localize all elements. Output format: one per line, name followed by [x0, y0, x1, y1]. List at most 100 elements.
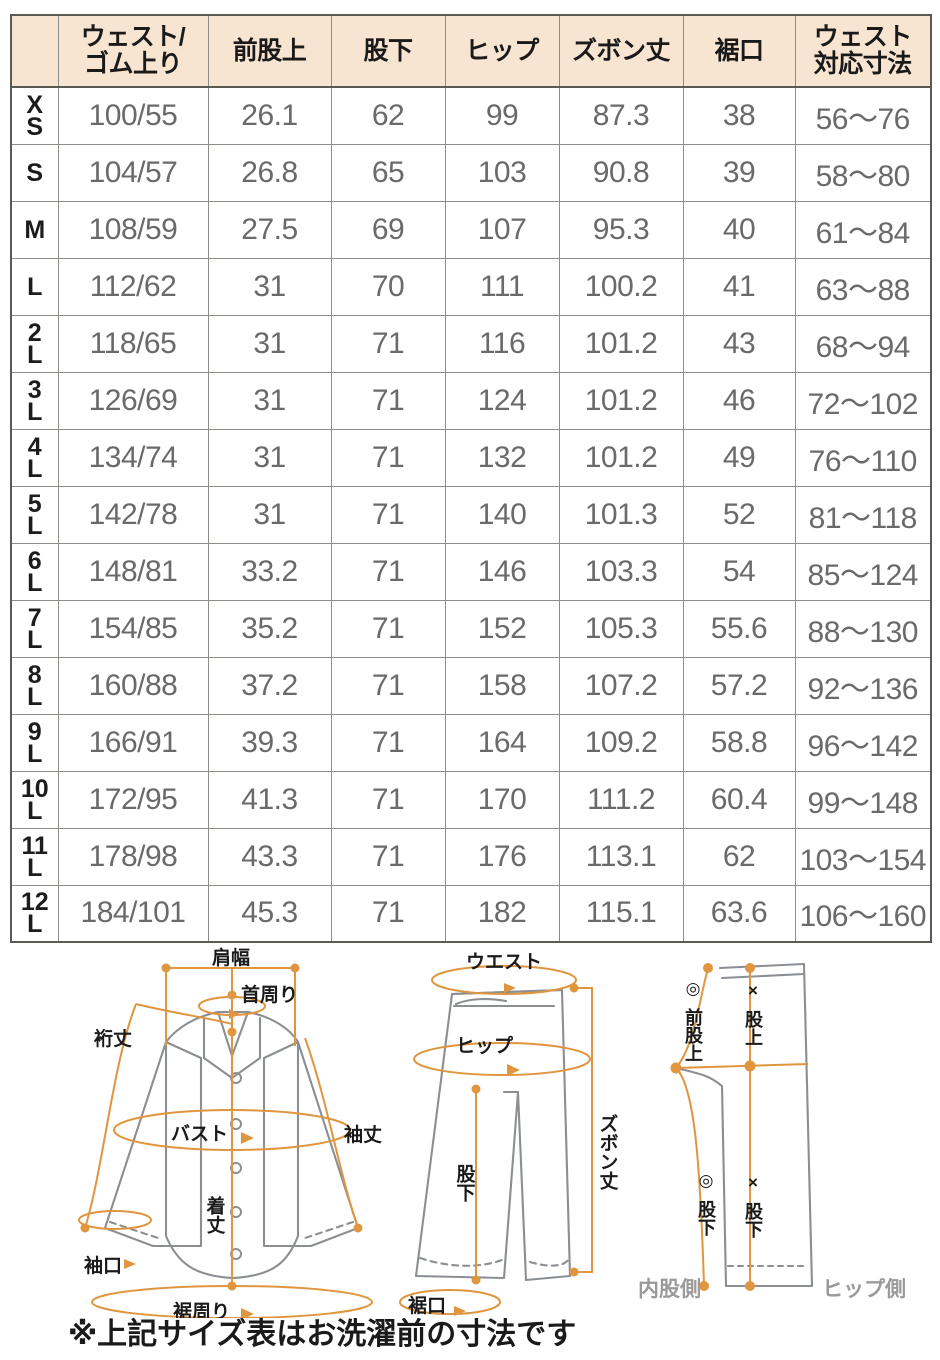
table-row: 6 L 148/81 33.2 71 146 103.3 54 85〜124	[10, 542, 932, 601]
cell-pants-length: 90.8	[558, 143, 684, 202]
cell-waist: 154/85	[57, 599, 209, 658]
cell-waist-fit: 56〜76	[794, 86, 932, 145]
cell-inseam: 71	[330, 314, 446, 373]
label-pants-hem-opening: 裾口	[408, 1294, 446, 1317]
cell-front-rise: 31	[207, 428, 332, 487]
cell-pants-length: 107.2	[558, 656, 684, 715]
cell-waist-fit: 58〜80	[794, 143, 932, 202]
cell-waist-fit: 96〜142	[794, 713, 932, 772]
cell-pants-length: 103.3	[558, 542, 684, 601]
table-row: 4 L 134/74 31 71 132 101.2 49 76〜110	[10, 428, 932, 487]
cell-waist: 184/101	[57, 884, 209, 943]
size-label-part: 12	[20, 888, 49, 917]
header-waist-fit-line2: 対応寸法	[813, 50, 913, 78]
cell-front-rise: 26.1	[207, 86, 332, 145]
size-label-12l: 12 L	[10, 884, 59, 943]
cell-hem-opening: 57.2	[682, 656, 796, 715]
header-front-rise: 前股上	[207, 14, 332, 88]
header-hip-label: ヒップ	[465, 36, 539, 65]
table-row: S 104/57 26.8 65 103 90.8 39 58〜80	[10, 143, 932, 202]
cell-waist: 166/91	[57, 713, 209, 772]
header-waist-fit-line1: ウェスト	[813, 23, 913, 51]
size-label-l: L	[10, 257, 59, 316]
pants-guide-arrows	[454, 983, 520, 1316]
cell-hip: 140	[444, 485, 560, 544]
cell-hip: 152	[444, 599, 560, 658]
sleeve-length-line	[304, 1037, 359, 1229]
header-row: ウェスト/ ゴム上り 前股上 股下 ヒップ ズボン丈	[10, 14, 932, 88]
cell-waist: 100/55	[57, 86, 209, 145]
cell-waist-fit: 61〜84	[794, 200, 932, 259]
cell-waist-fit: 85〜124	[794, 542, 932, 601]
cell-waist-fit: 76〜110	[794, 428, 932, 487]
cell-waist: 148/81	[57, 542, 209, 601]
cell-pants-length: 109.2	[558, 713, 684, 772]
header-front-rise-label: 前股上	[232, 36, 307, 65]
cell-front-rise: 39.3	[207, 713, 332, 772]
jacket-left-sleeve	[103, 1040, 203, 1248]
cell-inseam: 71	[330, 827, 446, 886]
crotch-horizontal	[675, 1063, 809, 1069]
jacket-left-cuff-hem	[108, 1220, 160, 1240]
cell-hem-opening: 41	[682, 257, 796, 316]
size-label-10l: 10 L	[10, 770, 59, 829]
cell-inseam: 71	[330, 371, 446, 430]
cell-waist-fit: 88〜130	[794, 599, 932, 658]
size-table-container: ウェスト/ ゴム上り 前股上 股下 ヒップ ズボン丈	[10, 14, 932, 943]
cell-waist: 172/95	[57, 770, 209, 829]
cell-hem-opening: 62	[682, 827, 796, 886]
cell-inseam: 71	[330, 542, 446, 601]
cell-inseam: 62	[330, 86, 446, 145]
size-label-part: L	[27, 796, 43, 825]
cell-pants-length: 105.3	[558, 599, 684, 658]
cell-waist: 160/88	[57, 656, 209, 715]
rise-waistband	[720, 972, 806, 980]
mark-correct-inseam: ◎	[699, 1171, 714, 1190]
header-waist-line1: ウェスト/	[80, 23, 186, 51]
cell-pants-length: 87.3	[558, 86, 684, 145]
size-label-part: 6	[27, 546, 42, 575]
waist-loop	[431, 965, 577, 995]
cell-waist: 134/74	[57, 428, 209, 487]
header-hem-opening-label: 裾口	[714, 36, 764, 65]
size-label-m: M	[10, 200, 59, 259]
header-hip: ヒップ	[444, 14, 560, 88]
cell-waist-fit: 99〜148	[794, 770, 932, 829]
cell-pants-length: 111.2	[558, 770, 684, 829]
mark-incorrect-rise: ×	[748, 981, 758, 1000]
cell-hip: 103	[444, 143, 560, 202]
cell-inseam: 71	[330, 485, 446, 544]
cell-hem-opening: 39	[682, 143, 796, 202]
size-label-part: L	[27, 739, 43, 768]
front-rise-curve	[674, 967, 709, 1287]
table-row: 3 L 126/69 31 71 124 101.2 46 72〜102	[10, 371, 932, 430]
cell-inseam: 71	[330, 770, 446, 829]
size-label-s: S	[10, 143, 59, 202]
cell-hem-opening: 46	[682, 371, 796, 430]
label-pants-length: ズボン丈	[597, 1113, 619, 1191]
cell-waist-fit: 72〜102	[794, 371, 932, 430]
size-label-part: 8	[27, 660, 42, 689]
pants-right-hem	[528, 1258, 570, 1267]
cell-pants-length: 101.3	[558, 485, 684, 544]
size-label-part: L	[27, 682, 43, 711]
table-row: L 112/62 31 70 111 100.2 41 63〜88	[10, 257, 932, 316]
table-row: M 108/59 27.5 69 107 95.3 40 61〜84	[10, 200, 932, 259]
label-pants-hip: ヒップ	[456, 1034, 514, 1057]
size-label-part: 11	[21, 831, 48, 860]
label-bust: バスト	[171, 1123, 228, 1145]
size-label-part: 5	[27, 489, 42, 518]
cell-front-rise: 41.3	[207, 770, 332, 829]
pants-outline	[414, 988, 572, 1282]
cell-hip: 107	[444, 200, 560, 259]
cell-waist-fit: 68〜94	[794, 314, 932, 373]
cell-hem-opening: 58.8	[682, 713, 796, 772]
header-waist-line2: ゴム上り	[83, 50, 183, 78]
cell-hem-opening: 60.4	[682, 770, 796, 829]
cell-inseam: 65	[330, 143, 446, 202]
size-label-11l: 11 L	[10, 827, 59, 886]
cell-inseam: 71	[330, 599, 446, 658]
cuff-loop	[78, 1210, 152, 1230]
